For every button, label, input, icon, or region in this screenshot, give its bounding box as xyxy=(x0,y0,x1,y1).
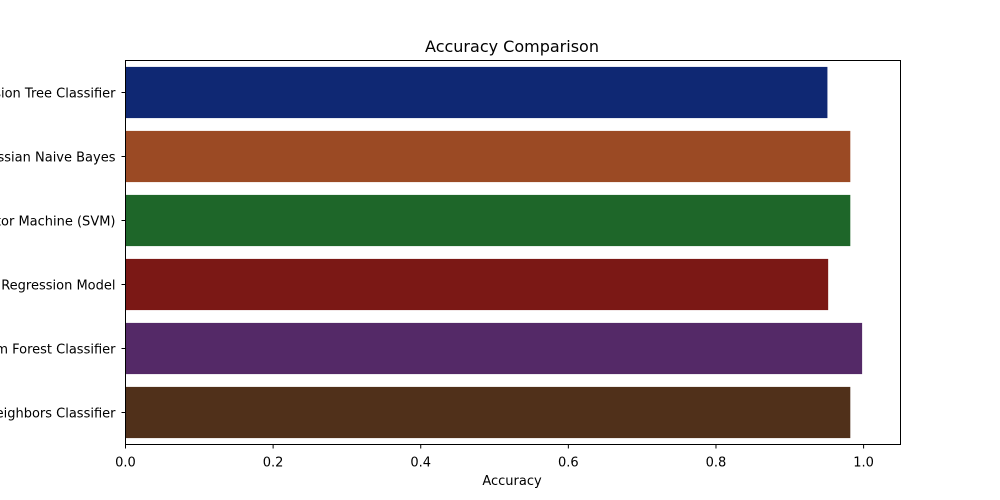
chart-title: Accuracy Comparison xyxy=(425,37,599,56)
x-axis-label: Accuracy xyxy=(482,474,542,489)
x-tick-label: 0.6 xyxy=(558,456,579,471)
bar xyxy=(125,322,863,375)
x-tick-label: 1.0 xyxy=(853,456,874,471)
category-labels: Decision Tree Classifier Gaussian Naive B… xyxy=(0,87,126,422)
bar xyxy=(125,66,828,119)
x-tick-label: 0.8 xyxy=(706,456,727,471)
category-label: Decision Tree Classifier xyxy=(0,87,116,102)
x-tick-label: 0.0 xyxy=(115,456,136,471)
bar xyxy=(125,130,851,183)
category-label: Gaussian Naive Bayes xyxy=(0,151,116,166)
bar xyxy=(125,258,829,311)
bar xyxy=(125,194,851,247)
bar xyxy=(125,386,851,439)
bars-group xyxy=(125,66,863,439)
x-tick-label: 0.4 xyxy=(410,456,431,471)
category-label: Logistic Regression Model xyxy=(0,279,116,294)
x-axis-ticks: 0.0 0.2 0.4 0.6 0.8 1.0 xyxy=(115,444,874,471)
category-label: Random Forest Classifier xyxy=(0,343,116,358)
x-tick-label: 0.2 xyxy=(263,456,284,471)
category-label: Support Vector Machine (SVM) xyxy=(0,215,116,230)
category-label: K-Nearest Neighbors Classifier xyxy=(0,407,116,422)
plot-frame xyxy=(125,60,901,445)
